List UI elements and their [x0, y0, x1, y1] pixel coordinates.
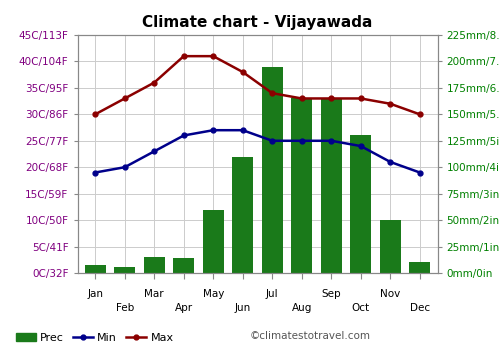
Title: Climate chart - Vijayawada: Climate chart - Vijayawada: [142, 15, 372, 30]
Text: Jan: Jan: [87, 289, 103, 299]
Text: Feb: Feb: [116, 303, 134, 313]
Text: Nov: Nov: [380, 289, 400, 299]
Text: Apr: Apr: [174, 303, 193, 313]
Text: Mar: Mar: [144, 289, 164, 299]
Bar: [203, 210, 224, 273]
Text: May: May: [202, 289, 224, 299]
Text: ©climatestotravel.com: ©climatestotravel.com: [250, 331, 371, 341]
Bar: [321, 98, 342, 273]
Bar: [144, 257, 165, 273]
Text: Aug: Aug: [292, 303, 312, 313]
Bar: [262, 67, 282, 273]
Bar: [292, 98, 312, 273]
Text: Jun: Jun: [234, 303, 251, 313]
Bar: [410, 262, 430, 273]
Bar: [114, 267, 135, 273]
Text: Jul: Jul: [266, 289, 278, 299]
Legend: Prec, Min, Max: Prec, Min, Max: [16, 333, 173, 343]
Bar: [232, 157, 253, 273]
Text: Dec: Dec: [410, 303, 430, 313]
Text: Oct: Oct: [352, 303, 370, 313]
Bar: [174, 258, 194, 273]
Bar: [350, 135, 371, 273]
Text: Sep: Sep: [322, 289, 341, 299]
Bar: [380, 220, 400, 273]
Bar: [85, 265, 105, 273]
